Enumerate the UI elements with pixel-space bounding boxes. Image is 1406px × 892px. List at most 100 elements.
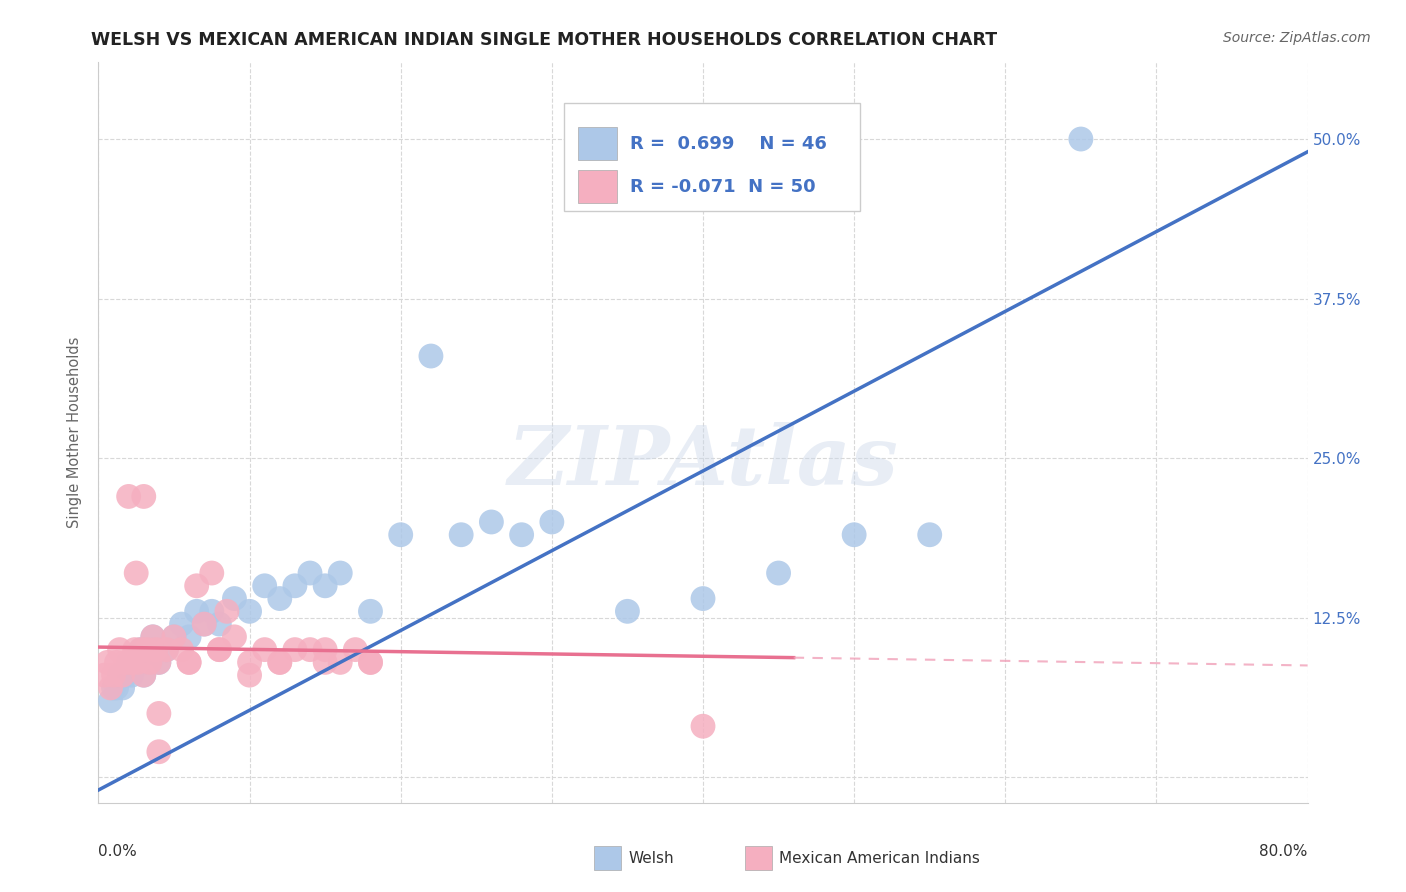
Point (450, 527, 472, 541)
Point (132, 668, 155, 682)
Point (124, 642, 146, 657)
Point (148, 706, 170, 721)
Point (145, 642, 167, 657)
Point (127, 656, 149, 670)
Point (510, 527, 533, 541)
Point (201, 566, 224, 580)
Point (148, 745, 170, 759)
Point (360, 656, 382, 670)
Point (108, 642, 131, 657)
FancyBboxPatch shape (564, 103, 860, 211)
Point (239, 656, 262, 670)
Point (100, 694, 122, 708)
Point (918, 527, 941, 541)
Point (142, 630, 165, 644)
FancyBboxPatch shape (595, 847, 621, 871)
Point (224, 591, 246, 606)
Point (118, 656, 141, 670)
Point (111, 668, 134, 682)
Text: Welsh: Welsh (628, 851, 673, 866)
Point (155, 642, 177, 657)
Point (179, 656, 201, 670)
Point (253, 642, 276, 657)
Point (481, 515, 503, 529)
Point (163, 630, 186, 644)
Point (1070, 132, 1092, 146)
Point (135, 642, 157, 657)
Point (118, 490, 141, 504)
Point (208, 617, 231, 632)
Point (299, 566, 322, 580)
Point (127, 656, 149, 670)
Point (100, 681, 122, 695)
Point (121, 656, 143, 670)
Point (314, 579, 336, 593)
Point (344, 642, 367, 657)
Point (129, 642, 152, 657)
Point (179, 630, 201, 644)
Point (616, 604, 638, 618)
Text: Mexican American Indians: Mexican American Indians (779, 851, 980, 866)
Point (420, 349, 443, 363)
Point (103, 681, 125, 695)
Point (201, 604, 224, 618)
Point (284, 579, 307, 593)
Text: Source: ZipAtlas.com: Source: ZipAtlas.com (1223, 31, 1371, 45)
Point (186, 579, 208, 593)
Point (844, 527, 866, 541)
Point (284, 642, 307, 657)
Point (692, 591, 714, 606)
Point (114, 656, 136, 670)
Point (125, 566, 148, 580)
Text: R = -0.071  N = 50: R = -0.071 N = 50 (630, 178, 815, 196)
Point (540, 515, 562, 529)
Point (111, 681, 134, 695)
Point (135, 642, 157, 657)
Text: 0.0%: 0.0% (98, 844, 138, 858)
Point (108, 668, 131, 682)
Point (163, 630, 186, 644)
Point (148, 656, 170, 670)
Point (105, 656, 128, 670)
Point (118, 656, 141, 670)
Point (129, 642, 152, 657)
Point (314, 642, 336, 657)
Point (179, 656, 201, 670)
Point (145, 642, 167, 657)
Point (186, 604, 208, 618)
Point (269, 591, 291, 606)
Point (114, 668, 136, 682)
Point (124, 656, 146, 670)
Point (224, 630, 246, 644)
Text: WELSH VS MEXICAN AMERICAN INDIAN SINGLE MOTHER HOUSEHOLDS CORRELATION CHART: WELSH VS MEXICAN AMERICAN INDIAN SINGLE … (91, 31, 997, 49)
Point (139, 656, 162, 670)
Point (208, 642, 231, 657)
Point (768, 566, 790, 580)
Point (269, 656, 291, 670)
Point (96, 656, 118, 670)
Point (103, 668, 125, 682)
FancyBboxPatch shape (578, 169, 617, 203)
Point (170, 642, 193, 657)
Point (139, 656, 162, 670)
Point (132, 490, 155, 504)
Point (360, 656, 382, 670)
Point (193, 617, 215, 632)
Point (170, 617, 193, 632)
Y-axis label: Single Mother Households: Single Mother Households (67, 337, 83, 528)
FancyBboxPatch shape (578, 127, 617, 161)
Text: ZIPAtlas: ZIPAtlas (508, 422, 898, 502)
Text: 80.0%: 80.0% (1260, 844, 1308, 858)
Point (105, 681, 128, 695)
Point (148, 656, 170, 670)
Point (253, 579, 276, 593)
Point (389, 527, 412, 541)
Point (239, 604, 262, 618)
Point (121, 668, 143, 682)
Text: R =  0.699    N = 46: R = 0.699 N = 46 (630, 135, 827, 153)
Point (299, 642, 322, 657)
Point (193, 617, 215, 632)
Point (155, 642, 177, 657)
Point (360, 604, 382, 618)
Point (329, 566, 352, 580)
